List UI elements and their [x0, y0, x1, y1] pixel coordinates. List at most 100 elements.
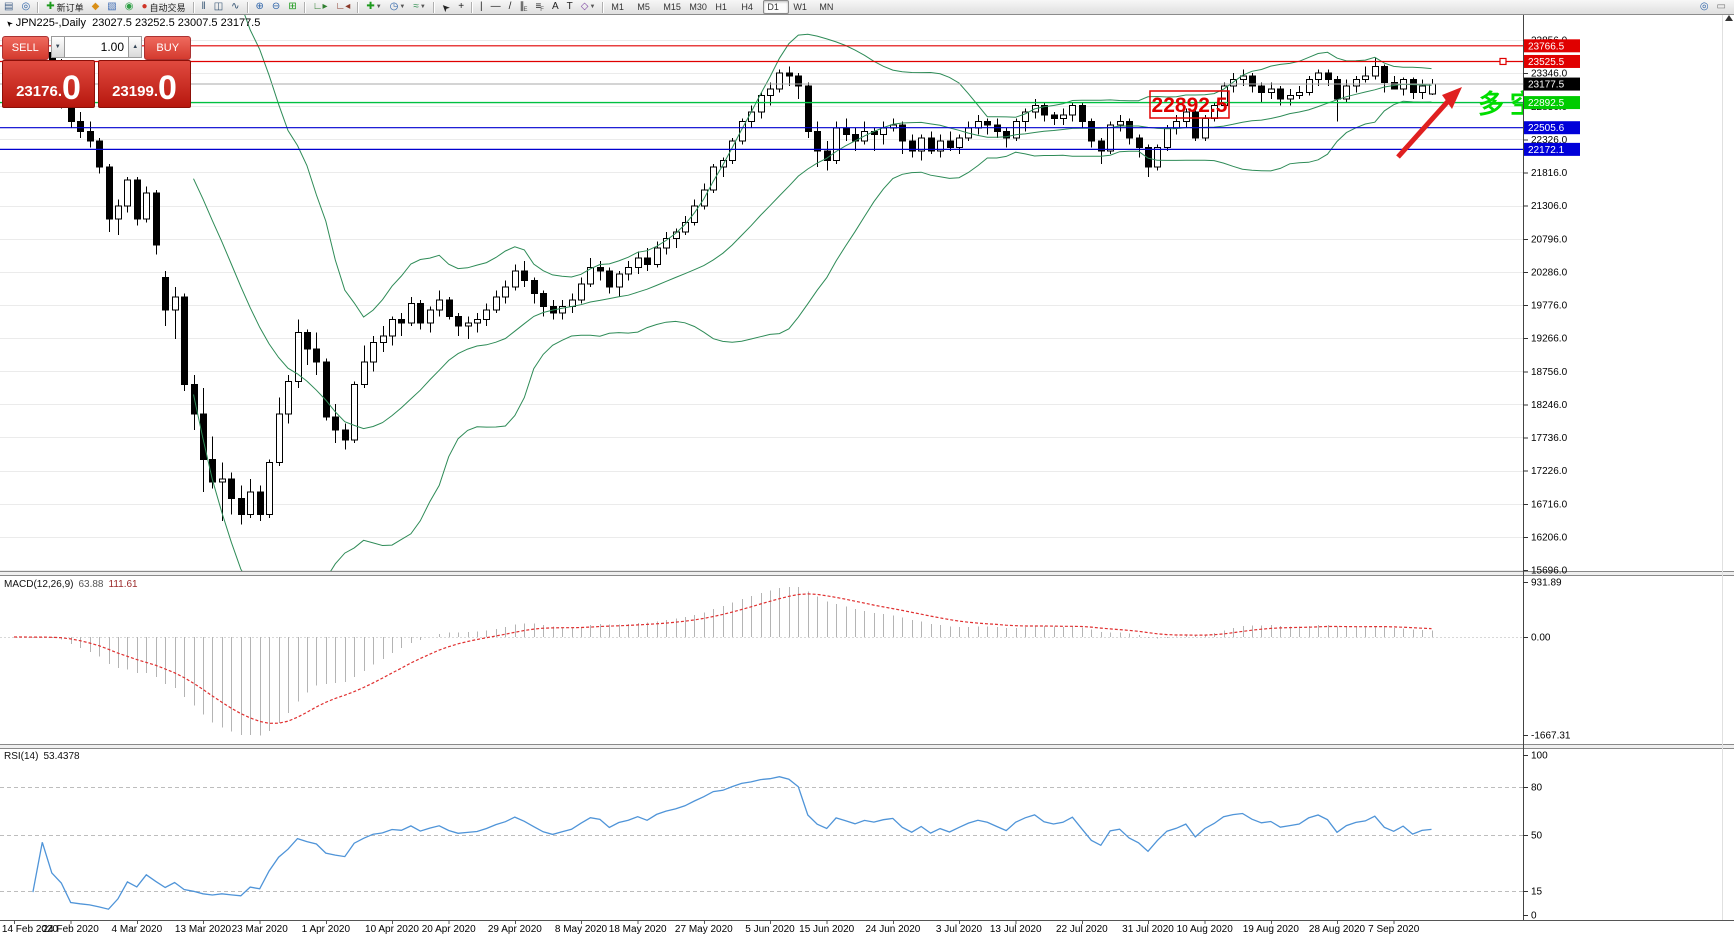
signal-icon[interactable]: ◉	[122, 0, 137, 14]
channel-icon[interactable]: ∥ E	[519, 1, 528, 14]
zoom-out-icon[interactable]: ⊖	[269, 0, 283, 14]
crosshair-icon[interactable]: +	[455, 0, 467, 14]
price-tick-label: 20796.0	[1531, 234, 1568, 245]
cursor-glyph: ➤	[438, 0, 453, 15]
price-tick-label: 15696.0	[1531, 566, 1568, 577]
arrows-icon[interactable]: ◇ ▼	[578, 0, 599, 14]
new-order-icon[interactable]: ✚ 新订单	[43, 0, 86, 14]
price-tick-label: 21816.0	[1531, 168, 1568, 179]
tile-windows-icon[interactable]: ⊞	[285, 0, 299, 14]
chart-shift-icon[interactable]: ∟◂	[333, 0, 354, 14]
sell-button[interactable]: SELL	[2, 36, 49, 60]
timeframe-m5[interactable]: M5	[637, 2, 650, 12]
new-order-label: 新订单	[56, 2, 84, 13]
rsi-pane[interactable]	[0, 776, 1523, 910]
sell-price-main: 23176	[16, 83, 58, 100]
candle-mode-icon[interactable]: ◫	[211, 0, 226, 14]
auto-scroll-icon[interactable]: ∟▸	[310, 0, 331, 14]
price-badge-text: 23766.5	[1528, 41, 1565, 52]
macd-axis-label: 931.89	[1531, 578, 1562, 589]
templates-dropdown-caret[interactable]: ▼	[419, 4, 426, 10]
rsi-axis-label: 100	[1531, 751, 1548, 762]
fibonacci-icon[interactable]: ≡ F	[535, 1, 544, 14]
indicators-icon[interactable]: ✚ ▼	[363, 0, 384, 14]
rsi-axis-label: 15	[1531, 887, 1543, 898]
date-label: 8 May 2020	[555, 924, 608, 935]
templates-icon[interactable]: ≈ ▼	[410, 0, 428, 14]
line-mode-icon[interactable]: ∿	[228, 0, 242, 14]
date-label: 15 Jun 2020	[799, 924, 854, 935]
hline-handle-marker[interactable]	[1499, 57, 1507, 66]
volume-input[interactable]	[65, 36, 128, 58]
cursor-icon[interactable]: ➤	[439, 0, 453, 14]
toolbar-separator	[192, 1, 195, 13]
vline-icon[interactable]: |	[477, 0, 486, 14]
price-label-box-text[interactable]: 22892.5	[1152, 94, 1228, 117]
trend-arrow-object[interactable]	[1396, 97, 1452, 159]
new-chart-icon[interactable]: ▤	[1, 0, 16, 14]
date-label: 24 Feb 2020	[43, 924, 100, 935]
chat-icon[interactable]: ▭	[1714, 0, 1729, 14]
zoom-in-glyph: ⊕	[255, 1, 264, 12]
price-tick-label: 16716.0	[1531, 499, 1568, 510]
chart-styles-icon[interactable]: ◆	[89, 0, 103, 14]
search-icon[interactable]: ◎	[1697, 0, 1712, 14]
arrows-dropdown-caret[interactable]: ▼	[589, 4, 596, 10]
bar-chart-mode-icon[interactable]: ‖	[199, 0, 209, 14]
hline-glyph: —	[490, 1, 501, 12]
timeframe-d1[interactable]: D1	[763, 0, 790, 14]
pane-splitter[interactable]	[0, 571, 1734, 576]
indicators-dropdown-caret[interactable]: ▼	[375, 4, 382, 10]
timeframe-m30[interactable]: M30	[689, 2, 707, 12]
hline-icon[interactable]: —	[488, 0, 504, 14]
buy-button[interactable]: BUY	[144, 36, 191, 60]
chat-glyph: ▭	[1716, 1, 1726, 12]
price-label-box[interactable]	[1149, 90, 1230, 119]
profile-glyph: ▧	[107, 1, 117, 12]
timeframe-h4[interactable]: H4	[741, 2, 753, 12]
price-axis[interactable]: 15696.0 16206.0 16716.0 17226.0 17736.0 18246…	[1523, 36, 1580, 922]
date-label: 3 Jul 2020	[936, 924, 983, 935]
periods-icon[interactable]: ◷ ▼	[387, 0, 409, 14]
text-icon[interactable]: A	[549, 0, 562, 14]
trend-arrow-head[interactable]	[1442, 87, 1462, 109]
ohlc-readout: 23027.5 23252.5 23007.5 23177.5	[92, 17, 261, 29]
symbol-period-label: JPN225-,Daily	[15, 17, 87, 29]
scroll-up-icon[interactable]	[1725, 15, 1733, 21]
timeframe-m1[interactable]: M1	[611, 2, 624, 12]
chart-objects[interactable]: 22892.5 多空转折点	[1149, 87, 1638, 159]
toolbar-separator	[432, 1, 435, 13]
date-label: 24 Jun 2020	[865, 924, 920, 935]
pane-splitter[interactable]	[0, 744, 1734, 749]
main-pane[interactable]: 22892.5 多空转折点	[0, 0, 1638, 612]
main-toolbar: ▤ ◎ ✚ 新订单 ◆ ▧ ◉ ● 自动交易 ‖ ◫ ∿ ⊕ ⊖ ⊞ ∟▸ ∟◂ ✚ ▼ ◷ ▼ ≈ ▼ ➤ + | — / ∥ E ≡ F A…	[0, 0, 1734, 15]
buy-price-display[interactable]: 23199. 0	[98, 60, 191, 108]
macd-pane[interactable]	[0, 586, 1523, 736]
toolbar-separator	[471, 1, 474, 13]
chart-preview-icon[interactable]: ◎	[18, 0, 33, 14]
date-label: 18 May 2020	[609, 924, 667, 935]
price-tick-label: 21306.0	[1531, 201, 1568, 212]
profile-icon[interactable]: ▧	[104, 0, 119, 14]
sell-price-display[interactable]: 23176. 0	[2, 60, 95, 108]
rsi-label: RSI(14) 53.4378	[4, 751, 80, 762]
text-label-icon[interactable]: T	[564, 0, 576, 14]
zoom-in-icon[interactable]: ⊕	[253, 0, 267, 14]
timeframe-m15[interactable]: M15	[663, 2, 681, 12]
chart-title: ➤JPN225-,Daily 23027.5 23252.5 23007.5 2…	[4, 17, 261, 29]
date-label: 4 Mar 2020	[112, 924, 163, 935]
timeframe-mn[interactable]: MN	[819, 2, 834, 12]
volume-decrease-button[interactable]: ▼	[50, 36, 65, 58]
one-click-trading-panel: SELL ▼ ▲ BUY 23176.0 23199.0	[2, 36, 191, 108]
annotation-text[interactable]: 多空转折点	[1478, 89, 1638, 119]
timeframe-w1[interactable]: W1	[793, 2, 807, 12]
timeframe-h1[interactable]: H1	[715, 2, 727, 12]
date-label: 28 Aug 2020	[1309, 924, 1366, 935]
volume-increase-button[interactable]: ▲	[128, 36, 143, 58]
autotrade-icon[interactable]: ● 自动交易	[138, 0, 188, 14]
trendline-icon[interactable]: /	[506, 0, 515, 14]
periods-dropdown-caret[interactable]: ▼	[399, 4, 406, 10]
